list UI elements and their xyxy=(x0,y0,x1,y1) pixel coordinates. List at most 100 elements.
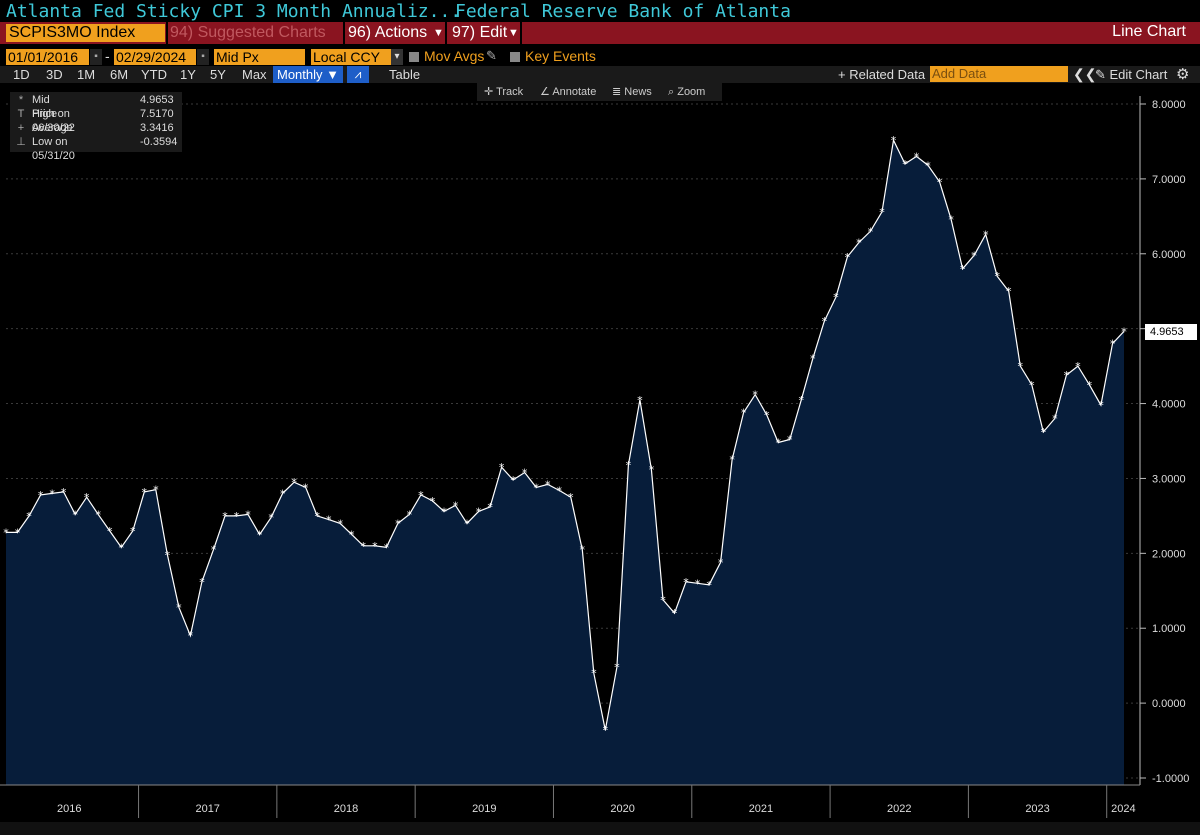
data-point: * xyxy=(775,436,781,449)
data-point: * xyxy=(430,495,436,508)
range-1d[interactable]: 1D xyxy=(13,67,30,82)
range-max[interactable]: Max xyxy=(242,67,267,82)
data-point: * xyxy=(165,549,171,562)
data-point: * xyxy=(822,315,828,328)
collapse-icon[interactable]: ❮❮ xyxy=(1073,66,1097,82)
gear-icon[interactable]: ⚙ xyxy=(1176,66,1190,83)
average-icon: + xyxy=(17,122,25,134)
data-point: * xyxy=(499,461,505,474)
key-events-checkbox[interactable] xyxy=(510,52,520,62)
key-events-label: Key Events xyxy=(525,48,596,64)
edit-menu[interactable]: 97) Edit xyxy=(452,24,508,41)
zoom-label: Zoom xyxy=(677,86,706,98)
legend-label: Average xyxy=(32,122,73,134)
data-point: * xyxy=(1029,379,1035,392)
data-point: * xyxy=(49,487,55,500)
data-point: * xyxy=(925,159,931,172)
edit-chart-button[interactable]: ✎ Edit Chart xyxy=(1095,66,1167,83)
calendar-icon[interactable]: ▪ xyxy=(90,49,102,65)
y-tick-label: 4.0000 xyxy=(1152,399,1186,411)
chevron-down-icon[interactable]: ▼ xyxy=(433,27,444,39)
range-5y[interactable]: 5Y xyxy=(210,67,226,82)
table-button[interactable]: Table xyxy=(389,67,421,82)
data-point: * xyxy=(418,489,424,502)
data-point: * xyxy=(153,484,159,497)
related-data-button[interactable]: + Related Data xyxy=(838,67,926,82)
data-point: * xyxy=(441,505,447,518)
data-point: * xyxy=(580,544,586,557)
price-field-select[interactable]: Mid Px xyxy=(214,49,305,65)
period-select[interactable]: Monthly ▼ xyxy=(273,66,343,83)
data-point: * xyxy=(26,510,32,523)
data-point: * xyxy=(142,486,148,499)
pencil-icon[interactable]: ✎ xyxy=(486,48,497,63)
mov-avgs-checkbox[interactable] xyxy=(409,52,419,62)
track-tool[interactable]: ✛ Track xyxy=(484,83,523,101)
news-tool[interactable]: ≣ News xyxy=(612,83,652,101)
legend-value: -0.3594 xyxy=(140,136,178,148)
range-ytd[interactable]: YTD xyxy=(141,67,167,82)
data-point: * xyxy=(637,394,643,407)
separator xyxy=(520,22,522,44)
news-icon: ≣ xyxy=(612,86,625,98)
data-point: * xyxy=(1006,285,1012,298)
y-tick-label: 8.0000 xyxy=(1152,99,1186,111)
series-area xyxy=(6,140,1124,785)
separator xyxy=(166,22,168,44)
data-point: * xyxy=(72,508,78,521)
y-tick-label: -1.0000 xyxy=(1152,773,1189,785)
chevron-down-icon[interactable]: ▼ xyxy=(508,27,519,39)
pencil-icon: ∠ xyxy=(540,86,553,98)
actions-menu[interactable]: 96) Actions xyxy=(348,24,428,41)
range-3d[interactable]: 3D xyxy=(46,67,63,82)
line-chart-icon[interactable]: ⩘ xyxy=(347,66,369,83)
data-point: * xyxy=(3,526,9,539)
low-icon: ⊥ xyxy=(16,136,26,148)
data-point: * xyxy=(568,491,574,504)
chart-area[interactable]: * * * * * * * * * * * * * * * * * * * * * * * * * * * * * * * * * * * * * * * *… xyxy=(0,83,1200,835)
data-point: * xyxy=(407,508,413,521)
data-point: * xyxy=(510,474,516,487)
data-point: * xyxy=(660,594,666,607)
separator xyxy=(343,22,345,44)
x-tick-label: 2022 xyxy=(887,803,911,815)
range-1y[interactable]: 1Y xyxy=(180,67,196,82)
start-date-field[interactable]: 01/01/2016 xyxy=(6,49,89,65)
annotate-tool[interactable]: ∠ Annotate xyxy=(540,83,596,101)
data-point: * xyxy=(453,499,459,512)
chevron-down-icon[interactable]: ▾ xyxy=(391,49,403,65)
zoom-tool[interactable]: ⌕ Zoom xyxy=(668,83,705,101)
data-point: * xyxy=(971,249,977,262)
chart-type-label[interactable]: Line Chart xyxy=(1112,23,1186,40)
data-point: * xyxy=(545,478,551,491)
data-point: * xyxy=(672,607,678,620)
data-point: * xyxy=(1098,399,1104,412)
add-data-input[interactable]: Add Data xyxy=(930,66,1068,82)
data-point: * xyxy=(591,667,597,680)
data-point: * xyxy=(234,510,240,523)
legend: * Mid Price 4.9653 T High on 06/30/22 7.… xyxy=(10,92,182,162)
calendar-icon[interactable]: ▪ xyxy=(197,49,209,65)
data-point: * xyxy=(487,501,493,514)
data-point: * xyxy=(119,541,125,554)
data-point: * xyxy=(1110,338,1116,351)
suggested-charts-menu[interactable]: 94) Suggested Charts xyxy=(170,24,326,41)
data-point: * xyxy=(384,541,390,554)
legend-label: Low on 05/31/20 xyxy=(32,136,75,162)
scroll-track xyxy=(0,822,1200,835)
source-title: Federal Reserve Bank of Atlanta xyxy=(455,1,791,22)
range-1m[interactable]: 1M xyxy=(77,67,96,82)
ticker-input[interactable]: SCPIS3MO Index xyxy=(6,24,165,42)
data-point: * xyxy=(337,517,343,530)
track-label: Track xyxy=(496,86,524,98)
end-date-field[interactable]: 02/29/2024 xyxy=(114,49,196,65)
data-point: * xyxy=(891,134,897,147)
x-tick-label: 2020 xyxy=(610,803,634,815)
currency-select[interactable]: Local CCY xyxy=(311,49,391,65)
data-point: * xyxy=(395,517,401,530)
data-point: * xyxy=(372,540,378,553)
series-line xyxy=(6,138,1125,731)
data-point: * xyxy=(845,251,851,264)
range-6m[interactable]: 6M xyxy=(110,67,129,82)
data-point: * xyxy=(245,508,251,521)
